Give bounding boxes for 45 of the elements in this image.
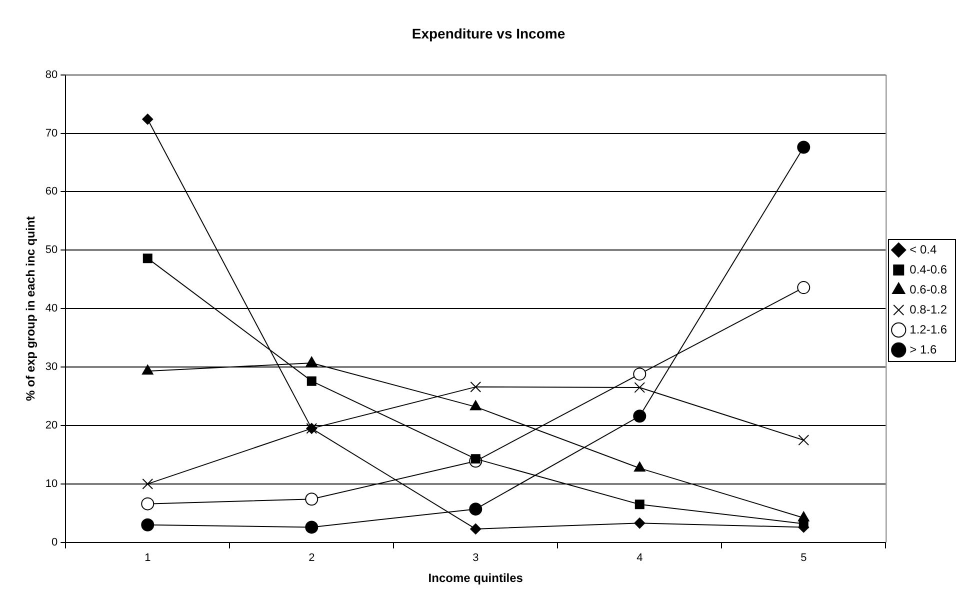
point: [142, 478, 154, 490]
point: [306, 376, 316, 386]
point: [634, 500, 644, 510]
point: [142, 114, 154, 125]
point: [634, 518, 646, 529]
point: [633, 410, 646, 423]
y-tick-label: 70: [45, 127, 58, 140]
point: [305, 492, 318, 506]
point: [142, 254, 152, 264]
x-tick-label: 2: [308, 552, 315, 564]
legend-label: < 0.4: [910, 242, 937, 256]
y-tick-label: 40: [45, 302, 58, 315]
point: [141, 518, 154, 532]
y-tick-label: 0: [52, 536, 58, 548]
y-tick-label: 80: [45, 68, 58, 81]
y-tick-label: 20: [45, 420, 58, 432]
point: [470, 381, 482, 392]
x-tick-label: 5: [800, 552, 807, 564]
point: [634, 462, 646, 472]
y-axis-title: % of exp group in each inc quint: [24, 216, 38, 401]
x-axis-title: Income quintiles: [428, 571, 524, 586]
legend-label: > 1.6: [910, 342, 937, 356]
point: [470, 523, 482, 534]
x-tick-label: 3: [472, 552, 479, 564]
legend-label: 0.4-0.6: [910, 262, 948, 276]
y-tick-label: 50: [45, 244, 58, 256]
point: [141, 497, 154, 510]
point: [305, 520, 318, 534]
y-tick-label: 10: [45, 478, 58, 490]
x-tick-label: 4: [636, 552, 643, 564]
y-tick-label: 60: [45, 186, 58, 198]
point: [469, 502, 482, 516]
chart-title: Expenditure vs Income: [412, 25, 566, 42]
point: [633, 368, 646, 381]
x-tick-label: 1: [144, 552, 151, 564]
point: [797, 281, 810, 294]
y-tick-label: 30: [45, 361, 58, 374]
point: [142, 364, 154, 375]
point: [634, 382, 646, 393]
legend-label: 1.2-1.6: [910, 322, 948, 336]
point: [798, 434, 810, 446]
point: [470, 400, 482, 410]
legend-label: 0.8-1.2: [910, 302, 948, 316]
point: [797, 140, 810, 154]
legend-label: 0.6-0.8: [910, 282, 948, 296]
